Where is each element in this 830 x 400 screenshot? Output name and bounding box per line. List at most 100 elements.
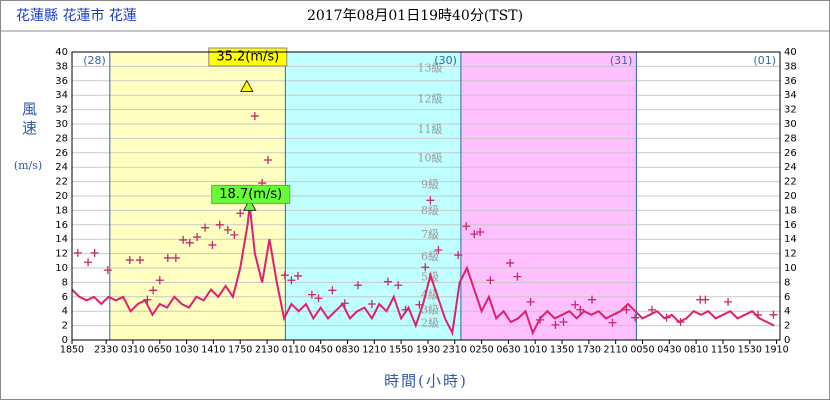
gust-marker bbox=[314, 294, 323, 303]
gust-marker bbox=[143, 295, 152, 304]
day-label: (28) bbox=[83, 54, 106, 67]
gust-marker bbox=[250, 112, 259, 121]
gust-marker bbox=[328, 286, 337, 295]
gust-marker bbox=[724, 297, 733, 306]
y-tick-label-right: 16 bbox=[784, 220, 797, 231]
gust-marker bbox=[394, 281, 403, 290]
gust-marker bbox=[287, 276, 296, 285]
y-tick-label: 28 bbox=[55, 133, 68, 144]
x-tick-label: 2330 bbox=[94, 345, 118, 356]
x-tick-label: 0630 bbox=[496, 345, 520, 356]
gust-marker bbox=[84, 258, 93, 267]
gust-marker bbox=[215, 220, 224, 229]
x-tick-label: 0810 bbox=[684, 345, 708, 356]
y-tick-label: 2 bbox=[62, 321, 68, 332]
y-tick-label-right: 2 bbox=[784, 321, 790, 332]
y-tick-label: 22 bbox=[55, 177, 68, 188]
peak-marker bbox=[239, 79, 254, 93]
gust-marker bbox=[559, 318, 568, 326]
x-tick-label: 1550 bbox=[389, 345, 413, 356]
level-label: 6級 bbox=[421, 250, 439, 263]
gust-marker bbox=[551, 320, 560, 329]
gust-marker bbox=[415, 300, 424, 309]
y-tick-label: 10 bbox=[55, 263, 68, 274]
gust-marker bbox=[701, 295, 710, 304]
x-tick-label: 0450 bbox=[309, 345, 333, 356]
gust-marker bbox=[353, 281, 362, 290]
gust-marker bbox=[608, 318, 617, 327]
gust-marker bbox=[103, 266, 112, 275]
y-tick-label-right: 34 bbox=[784, 90, 797, 101]
gust-marker bbox=[476, 228, 485, 236]
gust-marker bbox=[155, 276, 164, 285]
x-tick-label: 1030 bbox=[175, 345, 199, 356]
x-tick-label: 0110 bbox=[282, 345, 306, 356]
gust-marker bbox=[662, 313, 671, 322]
gust-marker bbox=[648, 305, 657, 314]
x-tick-label: 1930 bbox=[416, 345, 440, 356]
station: 花蓮縣 花蓮市 花蓮 bbox=[16, 7, 137, 24]
level-label: 11級 bbox=[418, 123, 443, 136]
gust-marker bbox=[486, 276, 495, 285]
x-tick-label: 2130 bbox=[255, 345, 279, 356]
y-tick-label: 8 bbox=[62, 277, 68, 288]
y-tick-label: 0 bbox=[62, 335, 68, 346]
gust-marker bbox=[236, 209, 245, 218]
gust-marker bbox=[676, 318, 685, 326]
wind-line bbox=[71, 205, 775, 337]
gust-marker bbox=[506, 258, 515, 267]
gust-marker bbox=[536, 315, 545, 324]
x-tick-label: 0650 bbox=[148, 345, 172, 356]
y-tick-label: 34 bbox=[55, 90, 68, 101]
peak-label: 18.7(m/s) bbox=[219, 187, 282, 202]
day-label: (31) bbox=[610, 54, 633, 67]
y-tick-label-right: 14 bbox=[784, 234, 797, 245]
y-tick-label: 6 bbox=[62, 292, 68, 303]
level-label: 8級 bbox=[421, 204, 439, 217]
gust-marker bbox=[193, 233, 202, 242]
y-tick-label: 14 bbox=[55, 234, 68, 245]
level-label: 7級 bbox=[421, 228, 439, 241]
y-tick-label-right: 4 bbox=[784, 306, 790, 317]
y-tick-label: 32 bbox=[55, 105, 68, 116]
y-tick-label-right: 22 bbox=[784, 177, 797, 188]
gust-marker bbox=[90, 248, 99, 257]
x-tick-label: 1750 bbox=[228, 345, 252, 356]
gust-marker bbox=[340, 299, 349, 308]
x-tick-label: 2110 bbox=[604, 345, 628, 356]
y-tick-label: 30 bbox=[55, 119, 68, 130]
gust-marker bbox=[163, 253, 172, 262]
gust-marker bbox=[401, 305, 410, 314]
gust-marker bbox=[171, 253, 180, 262]
gust-marker bbox=[179, 235, 188, 244]
y-tick-label-right: 38 bbox=[784, 61, 797, 72]
peak-label: 35.2(m/s) bbox=[216, 50, 279, 65]
level-label: 3級 bbox=[421, 304, 439, 317]
y-tick-label: 4 bbox=[62, 306, 68, 317]
y-tick-label-right: 20 bbox=[784, 191, 797, 202]
y-tick-label: 26 bbox=[55, 148, 68, 159]
y-tick-label: 16 bbox=[55, 220, 68, 231]
gust-marker bbox=[426, 196, 435, 205]
y-tick-label: 40 bbox=[55, 47, 68, 58]
gust-marker bbox=[588, 295, 597, 304]
gust-marker bbox=[201, 223, 210, 232]
x-tick-label: 1910 bbox=[764, 345, 788, 356]
y-axis-label: 風速 bbox=[20, 101, 38, 139]
day-label: (01) bbox=[753, 54, 776, 67]
y-tick-label-right: 24 bbox=[784, 162, 797, 173]
x-tick-label: 2310 bbox=[443, 345, 467, 356]
gust-marker bbox=[434, 246, 443, 254]
level-label: 2級 bbox=[421, 316, 439, 329]
x-tick-label: 0310 bbox=[121, 345, 145, 356]
x-tick-label: 1010 bbox=[523, 345, 547, 356]
chart-title: 2017年08月01日19時40分(TST) bbox=[307, 8, 523, 24]
x-tick-label: 1850 bbox=[60, 345, 84, 356]
level-label: 9級 bbox=[421, 178, 439, 191]
gust-marker bbox=[383, 277, 392, 286]
level-label: 10級 bbox=[418, 152, 443, 165]
y-tick-label: 38 bbox=[55, 61, 68, 72]
y-tick-label-right: 26 bbox=[784, 148, 797, 159]
gust-marker bbox=[185, 238, 194, 247]
y-tick-label-right: 6 bbox=[784, 292, 790, 303]
